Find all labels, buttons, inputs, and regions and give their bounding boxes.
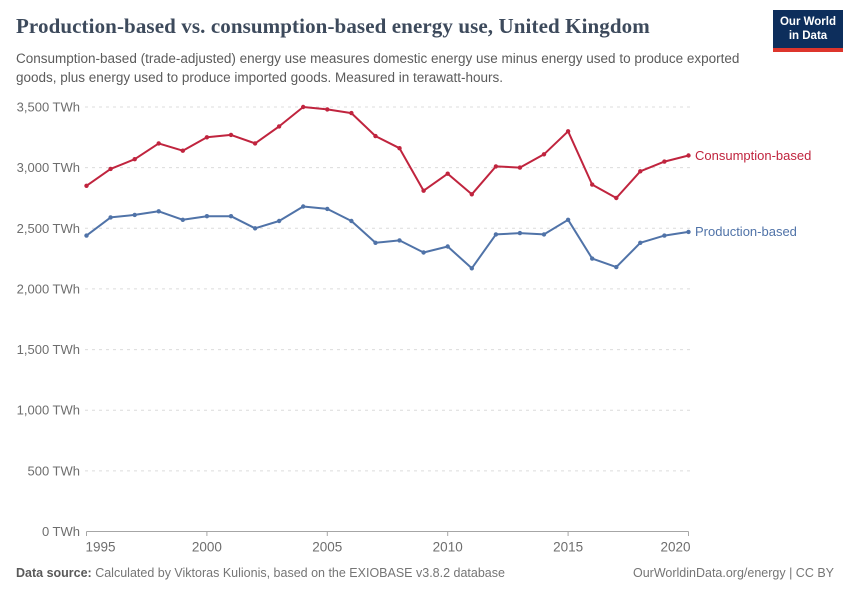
data-point[interactable] xyxy=(276,218,282,224)
data-point[interactable] xyxy=(445,171,450,176)
data-source-text: Calculated by Viktoras Kulionis, based o… xyxy=(91,566,505,580)
data-point[interactable] xyxy=(373,240,378,245)
data-source-note: Data source: Calculated by Viktoras Kuli… xyxy=(16,566,505,580)
y-axis-tick-label: 500 TWh xyxy=(27,463,80,478)
data-point[interactable] xyxy=(325,107,330,112)
series-consumption-based[interactable] xyxy=(84,104,691,201)
data-point[interactable] xyxy=(108,166,113,172)
data-point[interactable] xyxy=(108,215,113,220)
y-axis-tick-label: 1,500 TWh xyxy=(17,342,80,357)
series-production-based[interactable] xyxy=(84,204,691,271)
data-point[interactable] xyxy=(325,206,330,212)
y-axis-tick-label: 0 TWh xyxy=(42,524,80,539)
y-axis-tick-label: 1,000 TWh xyxy=(17,403,80,418)
data-point[interactable] xyxy=(252,226,258,231)
data-point[interactable] xyxy=(349,110,354,116)
data-point[interactable] xyxy=(301,104,306,110)
data-point[interactable] xyxy=(638,240,643,245)
data-point[interactable] xyxy=(204,214,210,219)
data-point[interactable] xyxy=(541,232,547,237)
data-point[interactable] xyxy=(252,141,258,146)
x-axis-tick-label: 2005 xyxy=(312,540,342,555)
data-point[interactable] xyxy=(662,233,667,238)
data-point[interactable] xyxy=(517,230,523,236)
data-point[interactable] xyxy=(180,217,185,222)
data-point[interactable] xyxy=(421,188,426,193)
y-axis-tick-label: 3,500 TWh xyxy=(17,100,80,115)
data-point[interactable] xyxy=(614,264,619,270)
chart-subtitle: Consumption-based (trade-adjusted) energ… xyxy=(16,51,740,85)
data-point[interactable] xyxy=(204,135,210,140)
y-axis-tick-label: 2,500 TWh xyxy=(17,221,80,236)
owid-logo-line2: in Data xyxy=(788,30,828,42)
credit-link[interactable]: OurWorldinData.org/energy | CC BY xyxy=(632,566,834,580)
data-point[interactable] xyxy=(614,195,619,201)
owid-logo: Our World in Data xyxy=(773,10,843,52)
data-point[interactable] xyxy=(493,232,499,237)
data-point[interactable] xyxy=(493,164,499,169)
series-line[interactable] xyxy=(85,106,689,199)
data-point[interactable] xyxy=(156,209,161,214)
owid-logo-line1: Our World xyxy=(779,15,836,28)
data-point[interactable] xyxy=(156,141,161,146)
data-point[interactable] xyxy=(228,132,234,138)
owid-logo-accent-stripe xyxy=(773,48,843,52)
data-point[interactable] xyxy=(662,159,667,164)
data-point[interactable] xyxy=(469,192,474,197)
data-point[interactable] xyxy=(84,233,89,238)
data-point[interactable] xyxy=(517,165,523,170)
data-point[interactable] xyxy=(276,124,282,129)
data-source-label: Data source: xyxy=(16,566,92,580)
x-axis-tick-label: 2020 xyxy=(660,540,690,555)
data-point[interactable] xyxy=(565,217,571,222)
x-axis-tick-label: 2000 xyxy=(192,540,222,555)
data-point[interactable] xyxy=(445,244,450,249)
data-point[interactable] xyxy=(373,133,378,139)
data-point[interactable] xyxy=(590,182,595,187)
data-point[interactable] xyxy=(132,157,137,162)
x-axis-tick-label: 2010 xyxy=(433,540,463,555)
page-title: Production-based vs. consumption-based e… xyxy=(16,14,650,38)
series-label-production-based[interactable]: Production-based xyxy=(695,223,797,239)
data-point[interactable] xyxy=(349,218,354,224)
series-label-consumption-based[interactable]: Consumption-based xyxy=(695,147,812,163)
x-axis-tick-label: 2015 xyxy=(553,540,583,555)
data-point[interactable] xyxy=(180,148,185,153)
x-axis-tick-label: 1995 xyxy=(86,540,116,555)
footer: Data source: Calculated by Viktoras Kuli… xyxy=(16,566,834,580)
data-point[interactable] xyxy=(84,183,89,188)
data-point[interactable] xyxy=(590,256,595,261)
data-point[interactable] xyxy=(301,204,306,209)
data-point[interactable] xyxy=(686,229,691,235)
data-point[interactable] xyxy=(421,250,426,255)
data-point[interactable] xyxy=(686,153,691,158)
data-point[interactable] xyxy=(397,146,402,151)
y-axis-tick-label: 3,000 TWh xyxy=(17,160,80,175)
data-point[interactable] xyxy=(132,212,137,218)
data-point[interactable] xyxy=(469,266,474,271)
series-line[interactable] xyxy=(85,205,689,270)
data-point[interactable] xyxy=(638,169,643,174)
data-point[interactable] xyxy=(565,129,571,134)
data-point[interactable] xyxy=(397,238,402,243)
data-point[interactable] xyxy=(541,152,547,157)
data-point[interactable] xyxy=(228,214,234,219)
y-axis-tick-label: 2,000 TWh xyxy=(17,281,80,296)
